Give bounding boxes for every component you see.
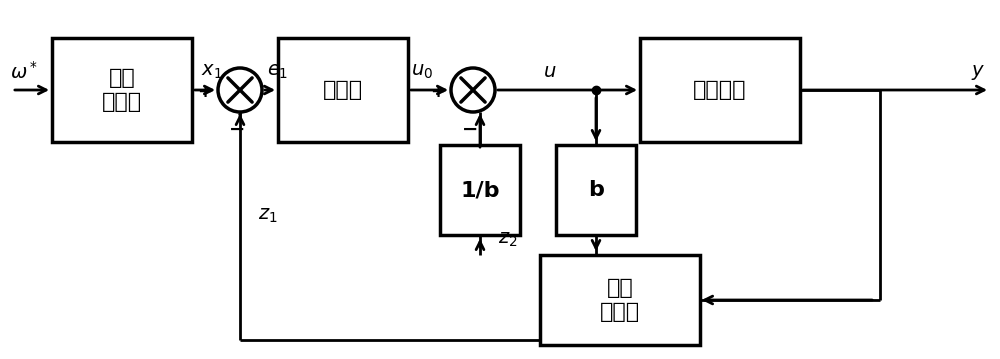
Text: $u_0$: $u_0$ bbox=[411, 63, 433, 81]
Bar bbox=[640, 38, 800, 142]
Circle shape bbox=[218, 68, 262, 112]
Bar bbox=[52, 38, 192, 142]
Text: −: − bbox=[229, 120, 245, 139]
Bar bbox=[278, 38, 408, 142]
Text: b: b bbox=[588, 180, 604, 200]
Text: $u$: $u$ bbox=[543, 63, 557, 81]
Text: 状态
观测器: 状态 观测器 bbox=[600, 278, 640, 322]
Bar bbox=[440, 145, 520, 235]
Text: 跟踪
微分器: 跟踪 微分器 bbox=[102, 69, 142, 112]
Text: $x_1$: $x_1$ bbox=[201, 63, 223, 81]
Text: 被控对象: 被控对象 bbox=[693, 80, 747, 100]
Text: $e_1$: $e_1$ bbox=[267, 63, 289, 81]
Text: 控制率: 控制率 bbox=[323, 80, 363, 100]
Text: $z_2$: $z_2$ bbox=[498, 231, 518, 249]
Text: +: + bbox=[197, 83, 212, 101]
Text: $y$: $y$ bbox=[971, 62, 985, 81]
Text: 1/b: 1/b bbox=[460, 180, 500, 200]
Text: $\omega^*$: $\omega^*$ bbox=[10, 61, 38, 83]
Text: +: + bbox=[430, 83, 445, 101]
Text: $z_1$: $z_1$ bbox=[258, 207, 278, 225]
Text: −: − bbox=[462, 120, 478, 139]
Bar bbox=[556, 145, 636, 235]
Bar bbox=[540, 255, 700, 345]
Circle shape bbox=[451, 68, 495, 112]
